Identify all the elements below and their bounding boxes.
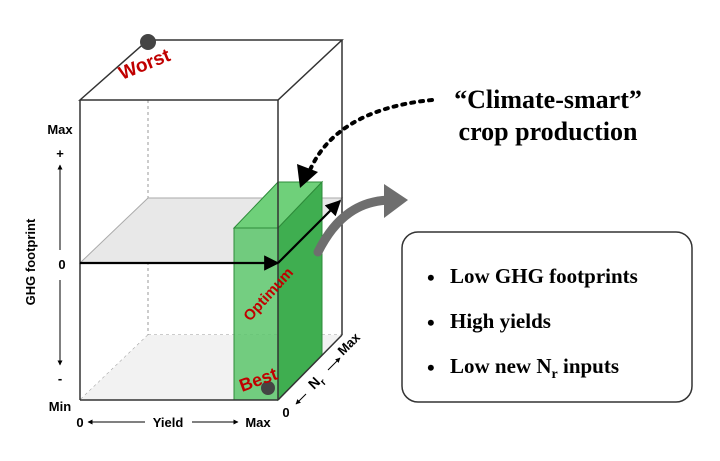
nr-axis-low xyxy=(295,393,307,405)
nr-max: Max xyxy=(335,329,364,358)
svg-text:•: • xyxy=(427,310,435,335)
nr-axis-high xyxy=(327,357,341,371)
svg-text:•: • xyxy=(427,265,435,290)
ghg-min: Min xyxy=(49,399,71,414)
svg-text:High yields: High yields xyxy=(450,309,551,333)
ghg-plus: + xyxy=(56,146,64,161)
nr-zero: 0 xyxy=(282,405,289,420)
benefit-item: • High yields xyxy=(427,309,551,335)
benefits-box: • Low GHG footprints • High yields • Low… xyxy=(401,231,693,403)
yield-label: Yield xyxy=(153,415,184,430)
nr-label: Nr xyxy=(305,371,329,395)
callout-arrowhead xyxy=(297,164,318,188)
callout-line1: “Climate-smart” xyxy=(454,85,642,114)
svg-text:Low GHG footprints: Low GHG footprints xyxy=(450,264,638,288)
ghg-minus: - xyxy=(58,371,62,386)
zero-nr-axis xyxy=(277,199,342,264)
cube-front-edges xyxy=(79,40,343,401)
callout-dotted-arrow xyxy=(306,98,434,177)
ghg-zero: 0 xyxy=(58,257,65,272)
callout-line2: crop production xyxy=(459,117,638,146)
benefit-item: • Low new Nr inputs xyxy=(427,354,619,382)
benefit-item: • Low GHG footprints xyxy=(427,264,638,290)
ghg-axis-label: GHG footprint xyxy=(23,218,38,305)
curved-arrow-head xyxy=(384,184,408,218)
ghg-max: Max xyxy=(47,122,73,137)
best-dot xyxy=(261,381,275,395)
yield-zero: 0 xyxy=(76,415,83,430)
curved-arrow-body xyxy=(313,195,397,257)
svg-text:Low new Nr inputs: Low new Nr inputs xyxy=(450,354,619,382)
yield-max: Max xyxy=(245,415,271,430)
svg-text:•: • xyxy=(427,355,435,380)
worst-dot xyxy=(140,34,156,50)
